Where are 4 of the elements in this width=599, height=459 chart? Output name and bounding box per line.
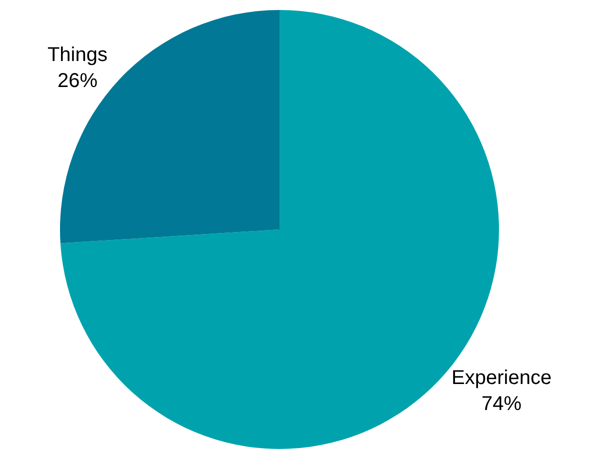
slice-label: Experience <box>452 367 552 390</box>
slice-label: Things <box>47 44 108 66</box>
data-label: 26% <box>57 70 98 92</box>
data-label: 74% <box>482 393 522 416</box>
